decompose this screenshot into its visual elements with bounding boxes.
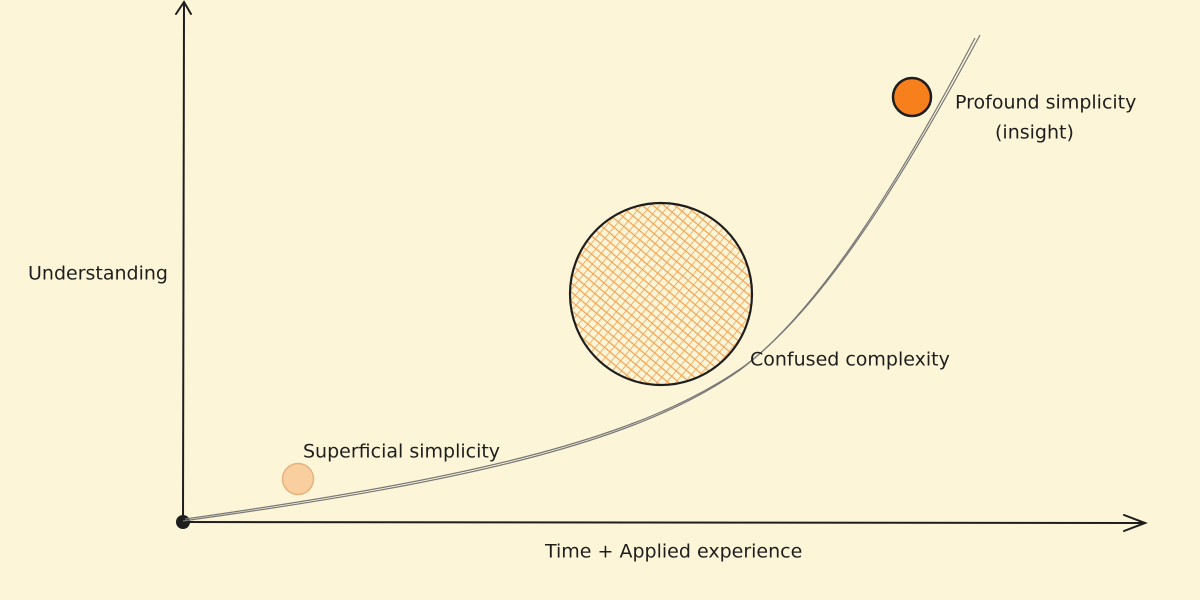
point-sublabel: (insight)	[995, 122, 1074, 144]
superficial-point	[281, 462, 315, 496]
point-label: Superficial simplicity	[303, 441, 500, 463]
origin-dot	[176, 515, 190, 529]
x-axis	[182, 521, 1146, 524]
curve-line	[184, 34, 981, 520]
y-axis	[182, 2, 185, 523]
x-axis-label: Time + Applied experience	[544, 541, 802, 563]
complexity-point	[568, 201, 754, 387]
y-axis-label: Understanding	[28, 263, 168, 285]
curve	[182, 34, 981, 522]
point-label: Confused complexity	[750, 349, 950, 371]
point-label: Profound simplicity	[955, 92, 1136, 114]
axes	[175, 0, 1148, 532]
x-arrow	[1123, 514, 1148, 532]
profound-point	[891, 76, 933, 118]
y-arrow	[175, 0, 192, 15]
curve-line	[182, 37, 976, 522]
